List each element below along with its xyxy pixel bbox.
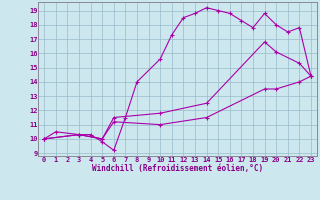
X-axis label: Windchill (Refroidissement éolien,°C): Windchill (Refroidissement éolien,°C) xyxy=(92,164,263,173)
